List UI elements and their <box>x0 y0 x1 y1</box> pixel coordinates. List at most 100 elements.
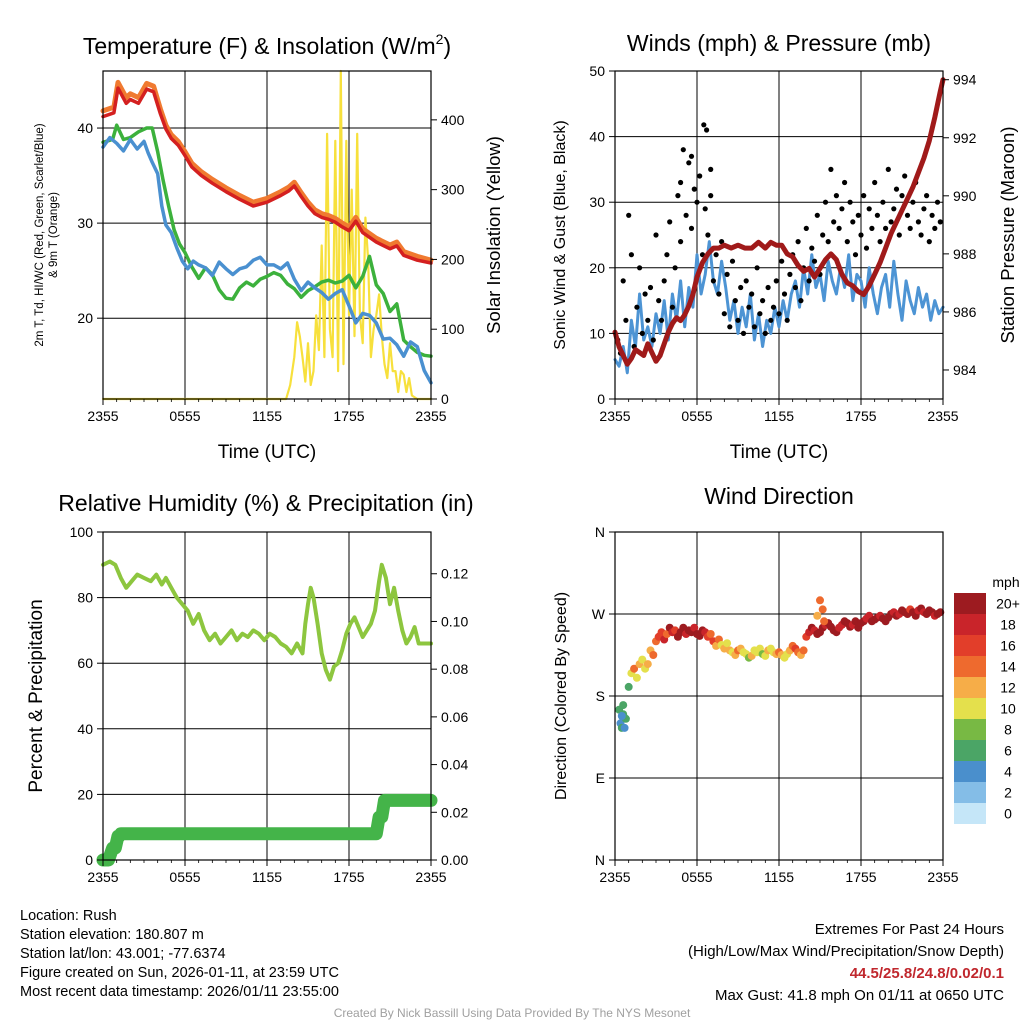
direction-point <box>620 723 629 732</box>
gust-point <box>893 186 900 192</box>
direction-point <box>617 712 626 720</box>
gust-point <box>907 225 913 231</box>
gust-point <box>825 239 831 245</box>
gust-point <box>932 225 938 231</box>
gust-point <box>719 239 725 245</box>
gust-point <box>915 219 922 225</box>
gust-point <box>844 239 850 245</box>
y-tick-label-right: 300 <box>441 182 465 198</box>
gust-point <box>811 258 818 264</box>
gust-point <box>702 206 708 212</box>
gust-point <box>688 153 695 159</box>
gust-point <box>732 298 738 304</box>
panel-winds-title: Winds (mph) & Pressure (mb) <box>627 30 931 56</box>
y-tick-label-left: 20 <box>77 786 93 802</box>
colorbar-swatch <box>954 740 986 761</box>
x-tick-label: 2355 <box>87 408 118 424</box>
x-tick-label: 0555 <box>169 408 200 424</box>
gust-point <box>620 278 626 284</box>
x-tick-label: 2355 <box>927 408 958 424</box>
gust-point <box>833 193 840 199</box>
panel-winds-ticks: 2355 0555 1155 1755 235501020304050984986988… <box>589 63 976 424</box>
gust-point <box>713 252 719 258</box>
gust-point <box>650 337 656 343</box>
colorbar-swatch <box>954 782 986 803</box>
gust-point <box>836 225 842 231</box>
direction-point <box>706 630 715 638</box>
gust-point <box>716 291 722 297</box>
max-gust: Max Gust: 41.8 mph On 01/11 at 0650 UTC <box>714 987 1004 1004</box>
y-tick-label-left: 30 <box>77 215 93 231</box>
gust-point <box>776 311 782 317</box>
gust-point <box>847 199 853 205</box>
gust-point <box>880 199 886 205</box>
colorbar-swatch <box>954 719 986 740</box>
x-tick-label: 2355 <box>415 408 446 424</box>
panel-wind-direction-series <box>615 596 945 732</box>
y-tick-label-left: 0 <box>85 852 93 868</box>
colorbar-label: 14 <box>1000 659 1016 675</box>
gust-point <box>701 122 707 128</box>
gust-point <box>877 239 883 245</box>
gust-point <box>891 206 897 212</box>
y-tick-label-left: 20 <box>589 260 605 276</box>
panel-humidity: Relative Humidity (%) & Precipitation (i… <box>26 490 474 885</box>
gust-point <box>765 284 771 291</box>
gust-point <box>647 284 654 291</box>
colorbar-swatch <box>954 614 986 635</box>
y-tick-label-right: 986 <box>953 304 977 320</box>
colorbar-label: 2 <box>1004 785 1012 801</box>
series-precipitation <box>96 793 438 867</box>
direction-point <box>619 701 628 710</box>
extremes-heading: Extremes For Past 24 Hours <box>814 921 1004 938</box>
colorbar-label: 12 <box>1000 680 1016 696</box>
panel-temperature-series <box>100 69 434 401</box>
x-tick-label: 0555 <box>169 869 200 885</box>
x-tick-label: 1755 <box>333 869 364 885</box>
panel-temperature-title: Temperature (F) & Insolation (W/m2) <box>83 31 451 59</box>
panel-temperature: Temperature (F) & Insolation (W/m2) 2355… <box>34 31 504 463</box>
credit-line: Created By Nick Bassill Using Data Provi… <box>333 1006 691 1020</box>
gust-point <box>667 219 673 225</box>
gust-point <box>852 252 859 258</box>
y-tick-label-right: 0.12 <box>441 566 468 582</box>
gust-point <box>924 193 930 199</box>
gust-point <box>934 199 941 205</box>
x-tick-label: 0555 <box>681 408 712 424</box>
gust-point <box>806 278 812 284</box>
x-tick-label: 2355 <box>87 869 118 885</box>
colorbar-label: 4 <box>1004 764 1012 780</box>
gust-point <box>795 239 801 245</box>
gust-point <box>872 179 878 186</box>
y-tick-label-right: 0 <box>441 391 449 407</box>
series-td <box>101 123 433 358</box>
gust-point <box>735 317 741 323</box>
speed-colorbar: mph 0 2 4 6 8 10 12 14 16 18 20+ <box>954 574 1020 824</box>
gust-point <box>729 258 736 264</box>
station-location: Location: Rush <box>20 908 117 924</box>
gust-point <box>694 199 700 205</box>
panel-temperature-xlabel: Time (UTC) <box>218 442 317 463</box>
gust-point <box>899 193 905 199</box>
series-2m-t <box>101 86 433 265</box>
direction-point <box>936 608 945 617</box>
gust-point <box>910 199 916 205</box>
gust-point <box>653 232 659 238</box>
direction-point <box>723 639 732 648</box>
y-tick-label-right: 0.06 <box>441 709 468 725</box>
y-tick-label-right: 0.00 <box>441 852 468 868</box>
extremes-subheading: (High/Low/Max Wind/Precipitation/Snow De… <box>688 943 1004 960</box>
panel-wind-direction-grid <box>615 532 943 860</box>
y-tick-label-right: 990 <box>953 188 977 204</box>
gust-point <box>664 252 670 258</box>
gust-point <box>721 311 727 317</box>
gust-point <box>809 245 815 251</box>
gust-point <box>814 212 820 218</box>
y-tick-label-left: 40 <box>77 721 93 737</box>
gust-point <box>738 284 744 291</box>
panel-winds-ylabel-right: Station Pressure (Maroon) <box>997 127 1018 344</box>
gust-point <box>658 317 665 323</box>
